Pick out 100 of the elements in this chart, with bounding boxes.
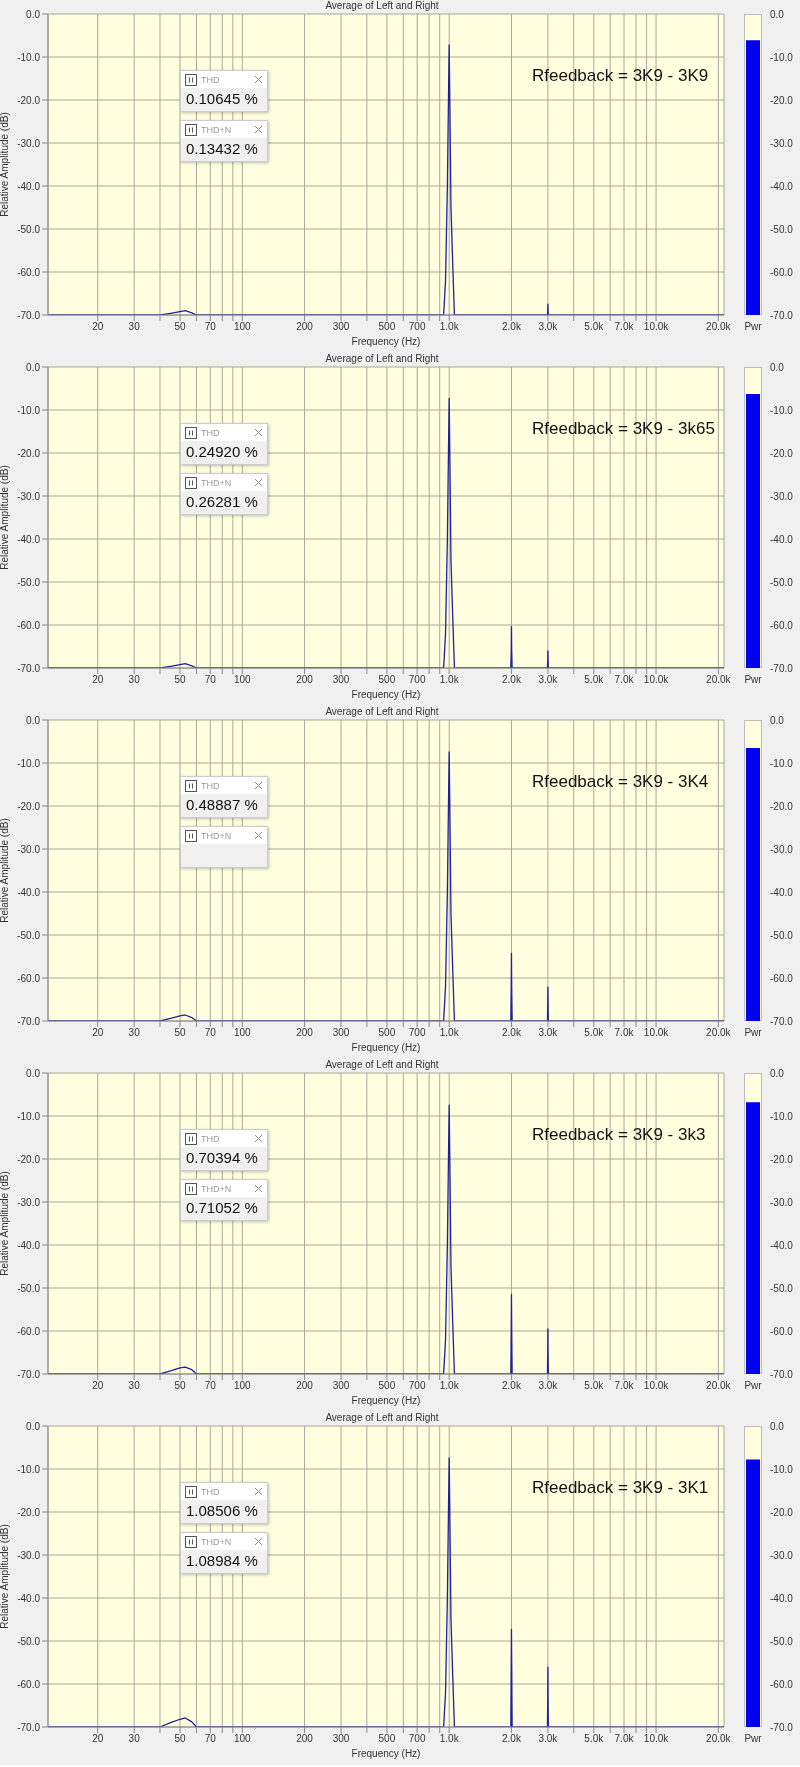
x-tick-label: 500: [378, 1027, 396, 1039]
x-axis-title: Frequency (Hz): [351, 1395, 421, 1406]
x-tick-label: 100: [233, 1027, 252, 1039]
y-tick-label: -30.0: [17, 137, 41, 149]
measurement-box: THD+N 1.08984 %: [180, 1532, 268, 1574]
y-tick-label: 0.0: [26, 1420, 41, 1432]
y-tick-label: -10.0: [770, 757, 794, 769]
x-tick-label: 7.0k: [614, 1380, 635, 1392]
y-tick-label: 0.0: [26, 8, 41, 20]
y-tick-label: -20.0: [17, 94, 41, 106]
x-tick-label: 3.0k: [538, 1380, 559, 1392]
x-tick-label: 200: [296, 1027, 314, 1039]
y-tick-label: -30.0: [770, 137, 794, 149]
x-tick-label: 20: [92, 1380, 104, 1392]
measurement-box: THD+N 0.26281 %: [180, 473, 268, 515]
x-tick-label: 2.0k: [502, 321, 522, 333]
y-tick-label: -70.0: [17, 1368, 41, 1380]
chart-title: Average of Left and Right: [324, 706, 440, 717]
y-tick-label: -40.0: [17, 1239, 41, 1251]
y-tick-label: -10.0: [17, 1463, 41, 1475]
x-tick-label: 100: [233, 321, 252, 333]
annotation: 0.24920 %: [185, 442, 259, 462]
y-tick-label: -30.0: [17, 1196, 41, 1208]
annotation: 0.26281 %: [185, 492, 259, 512]
y-tick-label: -20.0: [17, 1506, 41, 1518]
y-tick-label: 0.0: [770, 1420, 785, 1432]
y-tick-label: -30.0: [770, 843, 794, 855]
x-tick-label: 5.0k: [584, 1027, 605, 1039]
x-tick-label: 700: [408, 321, 426, 333]
y-tick-label: -70.0: [17, 662, 41, 674]
annotation: THD: [201, 780, 221, 791]
y-tick-label: -10.0: [770, 1463, 794, 1475]
x-tick-label: 20.0k: [706, 1733, 732, 1745]
x-tick-label: 30: [128, 1733, 141, 1745]
y-tick-label: 0.0: [770, 8, 785, 20]
y-tick-label: -60.0: [770, 972, 794, 984]
x-tick-label: 10.0k: [643, 1027, 670, 1039]
x-tick-label: 20.0k: [706, 1027, 732, 1039]
x-tick-label: 5.0k: [584, 1380, 605, 1392]
measurement-box: THD+N: [180, 826, 268, 868]
annotation: 0.70394 %: [185, 1148, 259, 1168]
x-tick-label: 50: [174, 1380, 187, 1392]
y-tick-label: -30.0: [17, 843, 41, 855]
x-tick-label: 500: [378, 321, 396, 333]
y-tick-label: -60.0: [770, 1678, 794, 1690]
x-tick-label: 3.0k: [538, 1733, 559, 1745]
annotation: THD+N: [201, 1536, 233, 1547]
x-axis-title: Frequency (Hz): [351, 1042, 421, 1053]
annotation: THD: [201, 1486, 221, 1497]
y-tick-label: -20.0: [770, 447, 794, 459]
y-tick-label: -30.0: [770, 1196, 794, 1208]
y-tick-label: -30.0: [17, 490, 41, 502]
x-tick-label: Pwr: [744, 1733, 763, 1745]
y-tick-label: -50.0: [17, 223, 41, 235]
annotation: THD+N: [201, 124, 233, 135]
annotation: 0.10645 %: [185, 89, 259, 109]
annotation: 0.48887 %: [185, 795, 259, 815]
y-tick-label: -20.0: [770, 94, 794, 106]
measurement-box: THD+N 0.71052 %: [180, 1179, 268, 1221]
x-tick-label: 1.0k: [439, 1733, 460, 1745]
x-tick-label: 20: [92, 674, 104, 686]
y-tick-label: 0.0: [26, 714, 41, 726]
x-tick-label: 500: [378, 1733, 396, 1745]
y-tick-label: -40.0: [17, 533, 41, 545]
y-tick-label: -60.0: [770, 619, 794, 631]
measurement-box: THD 0.48887 %: [180, 776, 268, 818]
y-tick-label: 0.0: [770, 1067, 785, 1079]
y-tick-label: -10.0: [770, 1110, 794, 1122]
y-tick-label: -40.0: [770, 1592, 794, 1604]
x-tick-label: 50: [174, 1027, 187, 1039]
y-tick-label: -40.0: [770, 533, 794, 545]
y-tick-label: -70.0: [17, 309, 41, 321]
x-tick-label: 1.0k: [439, 1380, 460, 1392]
x-tick-label: 100: [233, 1380, 252, 1392]
x-tick-label: 200: [296, 674, 314, 686]
x-tick-label: 3.0k: [538, 674, 559, 686]
x-tick-label: 300: [332, 1733, 350, 1745]
x-tick-label: 5.0k: [584, 1733, 605, 1745]
y-tick-label: -30.0: [770, 490, 794, 502]
x-tick-label: 30: [128, 321, 141, 333]
x-axis-title: Frequency (Hz): [351, 1748, 421, 1759]
x-tick-label: 700: [408, 1027, 426, 1039]
x-tick-label: 300: [332, 1027, 350, 1039]
x-tick-label: 700: [408, 674, 426, 686]
y-tick-label: -50.0: [17, 929, 41, 941]
x-tick-label: 2.0k: [502, 674, 522, 686]
chart-title: Average of Left and Right: [324, 0, 440, 11]
x-tick-label: 30: [128, 1027, 141, 1039]
annotation: Rfeedback = 3K9 - 3k65: [532, 419, 715, 439]
x-tick-label: 1.0k: [439, 1027, 460, 1039]
y-tick-label: -60.0: [770, 266, 794, 278]
x-tick-label: 7.0k: [614, 1733, 635, 1745]
y-axis-title: Relative Amplitude (dB): [0, 112, 10, 217]
annotation: 0.71052 %: [185, 1198, 259, 1218]
y-tick-label: 0.0: [770, 361, 785, 373]
x-tick-label: 70: [204, 1380, 217, 1392]
y-tick-label: -70.0: [770, 1721, 794, 1733]
y-tick-label: 0.0: [26, 1067, 41, 1079]
x-tick-label: Pwr: [744, 1027, 763, 1039]
annotation: Rfeedback = 3K9 - 3K9: [532, 66, 709, 86]
